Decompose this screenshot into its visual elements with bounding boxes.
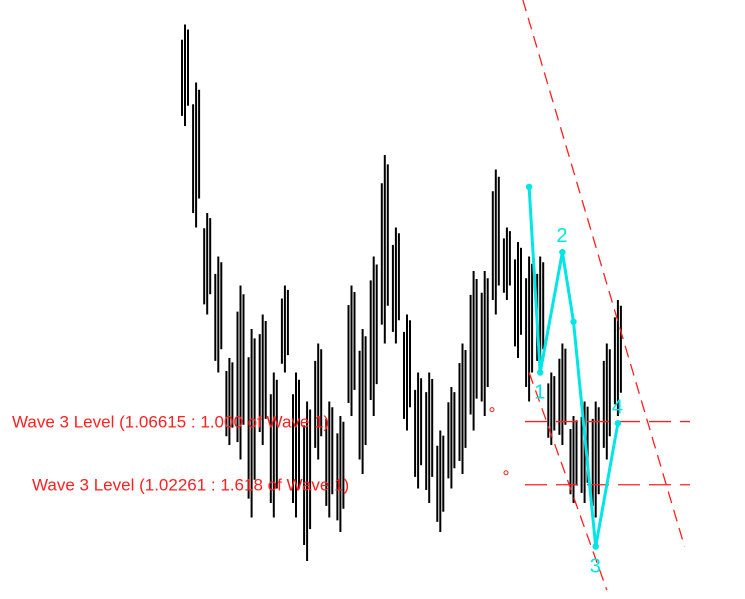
price-bar [591, 401, 600, 518]
price-bar [258, 314, 267, 445]
price-bar [203, 213, 212, 315]
price-bar [192, 82, 201, 228]
wave-point [570, 318, 577, 325]
price-bar [447, 387, 456, 489]
price-bar [181, 24, 189, 126]
price-bar [280, 285, 289, 373]
price-bar [558, 343, 567, 445]
channel-line-lower [528, 372, 608, 591]
price-bar [369, 256, 378, 416]
price-bar [436, 430, 445, 532]
price-bar [391, 227, 400, 344]
price-bar [347, 285, 356, 416]
price-bar [247, 329, 256, 518]
price-bar [214, 256, 223, 373]
price-bar [525, 256, 534, 402]
wave-point [525, 183, 533, 191]
wave-level-label: Wave 3 Level (1.06615 : 1.000 of Wave 1) [12, 413, 329, 432]
price-bar [425, 372, 434, 503]
price-bar [225, 358, 234, 445]
wave-label-3: 3 [590, 556, 601, 578]
price-bar [491, 169, 500, 315]
price-bar [480, 271, 489, 416]
wave-point [559, 248, 566, 256]
price-bar [414, 372, 423, 489]
wave-label-4: 4 [612, 396, 623, 418]
wave-path [527, 186, 620, 548]
price-bar [358, 329, 367, 474]
price-bar [569, 416, 578, 503]
price-bar [458, 343, 467, 474]
level-marker [489, 407, 495, 413]
price-bar [269, 372, 278, 518]
price-bar [325, 401, 334, 518]
wave-label-1: 1 [534, 382, 545, 404]
price-bar [236, 285, 245, 460]
price-bar [469, 271, 478, 431]
price-bar [403, 314, 411, 431]
wave-point [537, 369, 544, 376]
wave-level-label: Wave 3 Level (1.02261 : 1.618 of Wave 1) [32, 476, 349, 495]
price-bar [380, 155, 389, 344]
channel-line-upper [522, 0, 686, 547]
price-bar [314, 343, 323, 460]
price-bar [502, 227, 511, 300]
price-bars [181, 24, 622, 561]
wave-point [592, 543, 599, 550]
price-bar [336, 416, 345, 532]
price-bar [292, 372, 300, 518]
price-bar [514, 242, 522, 358]
price-bar [303, 401, 312, 561]
wave-point [614, 420, 622, 427]
level-marker [503, 470, 509, 476]
price-bar [602, 343, 611, 460]
wave-label-2: 2 [556, 225, 567, 247]
